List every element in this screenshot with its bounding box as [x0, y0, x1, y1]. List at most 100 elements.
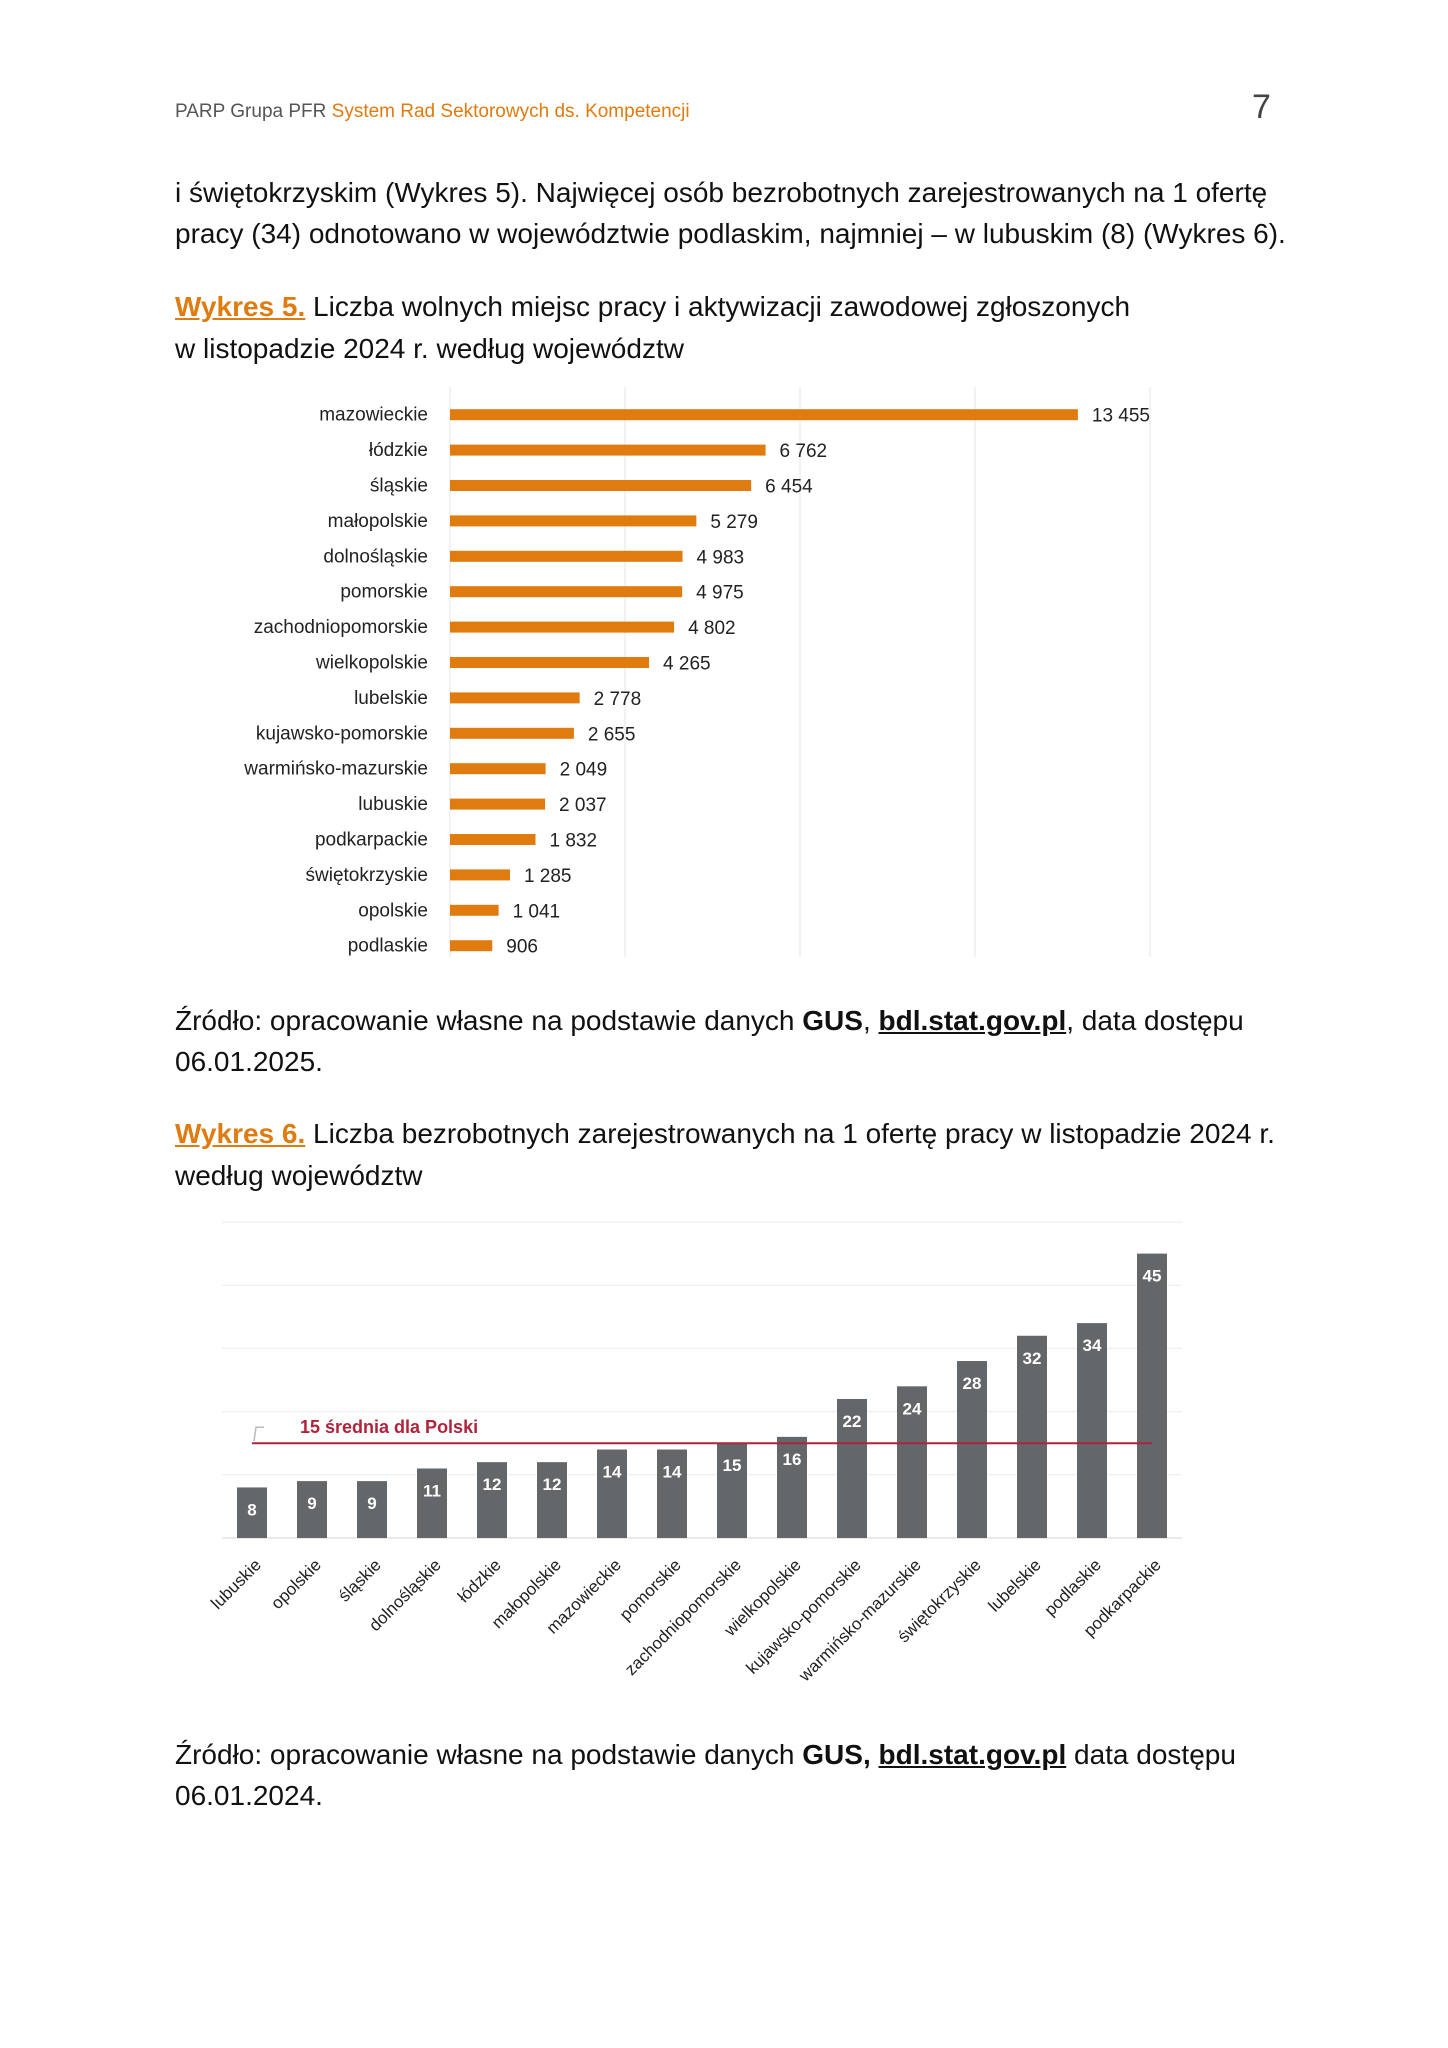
bar [450, 763, 546, 775]
bar [897, 1386, 927, 1538]
bar [1137, 1253, 1167, 1538]
bar [450, 692, 580, 704]
intro-line-1: i świętokrzyskim (Wykres 5). Najwięcej o… [175, 177, 1268, 208]
value-label: 2 655 [588, 724, 636, 745]
average-label: 15 średnia dla Polski [300, 1417, 478, 1437]
figure6-source-suffix: data dostępu [1066, 1739, 1236, 1770]
value-label: 1 041 [513, 901, 561, 922]
page-number: 7 [1252, 88, 1271, 126]
value-label: 22 [843, 1412, 862, 1431]
value-label: 14 [663, 1463, 682, 1482]
figure5-title-line-2: w listopadzie 2024 r. według województw [175, 333, 684, 364]
value-label: 8 [247, 1500, 256, 1519]
category-label: łódzkie [369, 440, 428, 461]
value-label: 32 [1023, 1349, 1042, 1368]
category-label: zachodniopomorskie [254, 617, 428, 638]
category-label: dolnośląskie [323, 546, 428, 567]
figure5-source-link[interactable]: bdl.stat.gov.pl [878, 1005, 1067, 1036]
average-label-leader [253, 1426, 264, 1442]
value-label: 14 [603, 1463, 622, 1482]
value-label: 13 455 [1092, 406, 1150, 427]
figure6-label: Wykres 6. [175, 1118, 306, 1149]
category-label: śląskie [335, 1555, 385, 1605]
value-label: 4 983 [697, 547, 745, 568]
bar [450, 550, 683, 562]
value-label: 2 778 [594, 689, 642, 710]
figure5-source-sep: , [862, 1005, 879, 1036]
value-label: 5 279 [710, 512, 758, 533]
bar [450, 940, 493, 952]
category-label: kujawsko-pomorskie [256, 723, 428, 744]
bar [957, 1361, 987, 1538]
figure5-source-suffix: , data dostępu [1066, 1005, 1244, 1036]
bar [450, 586, 683, 598]
value-label: 2 037 [559, 795, 607, 816]
header-org: PARP Grupa PFR [175, 101, 327, 122]
category-label: łódzkie [454, 1555, 505, 1606]
category-label: podlaskie [348, 936, 428, 957]
category-label: śląskie [370, 476, 428, 497]
value-label: 34 [1083, 1336, 1102, 1355]
value-label: 24 [903, 1399, 922, 1418]
figure6-title-line-2: według województw [175, 1160, 423, 1191]
value-label: 1 832 [549, 831, 597, 852]
figure6-source: Źródło: opracowanie własne na podstawie … [175, 1734, 1305, 1816]
category-label: warmińsko-mazurskie [243, 759, 428, 780]
category-label: wielkopolskie [315, 653, 428, 674]
intro-line-2: pracy (34) odnotowano w województwie pod… [175, 218, 1286, 249]
value-label: 9 [307, 1494, 316, 1513]
figure6-caption: Wykres 6. Liczba bezrobotnych zarejestro… [175, 1113, 1305, 1197]
value-label: 45 [1143, 1267, 1162, 1286]
figure6-source-gus: GUS, [802, 1739, 871, 1770]
value-label: 12 [483, 1475, 502, 1494]
value-label: 12 [543, 1475, 562, 1494]
figure6-bar-chart: 8lubuskie9opolskie9śląskie11dolnośląskie… [207, 1221, 1182, 1686]
value-label: 28 [963, 1374, 982, 1393]
bar [477, 1462, 507, 1538]
value-label: 11 [423, 1481, 441, 1500]
figure6-source-prefix: Źródło: opracowanie własne na podstawie … [175, 1739, 803, 1770]
bar [450, 657, 650, 668]
value-label: 15 [723, 1456, 742, 1475]
figure5-source: Źródło: opracowanie własne na podstawie … [175, 1000, 1305, 1082]
figure6-source-sep [871, 1739, 879, 1770]
bar [837, 1398, 867, 1538]
bar [450, 409, 1078, 421]
figure6-source-link[interactable]: bdl.stat.gov.pl [878, 1739, 1067, 1770]
bar [417, 1468, 447, 1538]
bar [450, 904, 499, 916]
bar [450, 515, 697, 527]
value-label: 4 265 [663, 654, 711, 675]
category-label: mazowieckie [319, 405, 428, 426]
category-label: pomorskie [340, 582, 428, 603]
value-label: 9 [367, 1494, 376, 1513]
bar [357, 1481, 387, 1538]
value-label: 1 285 [524, 866, 572, 887]
category-label: zachodniopomorskie [621, 1555, 745, 1679]
bar [450, 727, 574, 739]
page-header: PARP Grupa PFR System Rad Sektorowych ds… [175, 101, 690, 123]
bar [597, 1449, 627, 1538]
figure5-bar-chart: mazowieckie 13 455 łódzkie 6 762 śląskie 6 45… [243, 387, 1151, 958]
category-label: lubelskie [985, 1555, 1045, 1615]
value-label: 4 802 [688, 618, 736, 639]
category-label: podkarpackie [315, 830, 428, 851]
bar [450, 444, 766, 456]
header-program: System Rad Sektorowych ds. Kompetencji [331, 101, 690, 122]
category-label: podlaskie [1041, 1555, 1105, 1619]
bar [450, 621, 675, 633]
bar [777, 1436, 807, 1538]
bar [450, 869, 510, 881]
intro-paragraph: i świętokrzyskim (Wykres 5). Najwięcej o… [175, 172, 1305, 254]
category-label: lubelskie [354, 688, 428, 709]
value-label: 4 975 [696, 583, 744, 604]
figure5-source-gus: GUS [802, 1005, 863, 1036]
value-label: 6 762 [780, 441, 828, 462]
category-label: świętokrzyskie [306, 865, 428, 886]
figure6-source-date: 06.01.2024. [175, 1780, 323, 1811]
category-label: lubuskie [358, 794, 428, 815]
value-label: 906 [506, 937, 538, 958]
figure5-source-prefix: Źródło: opracowanie własne na podstawie … [175, 1005, 803, 1036]
category-label: kujawsko-pomorskie [742, 1555, 864, 1677]
category-label: małopolskie [328, 511, 428, 532]
